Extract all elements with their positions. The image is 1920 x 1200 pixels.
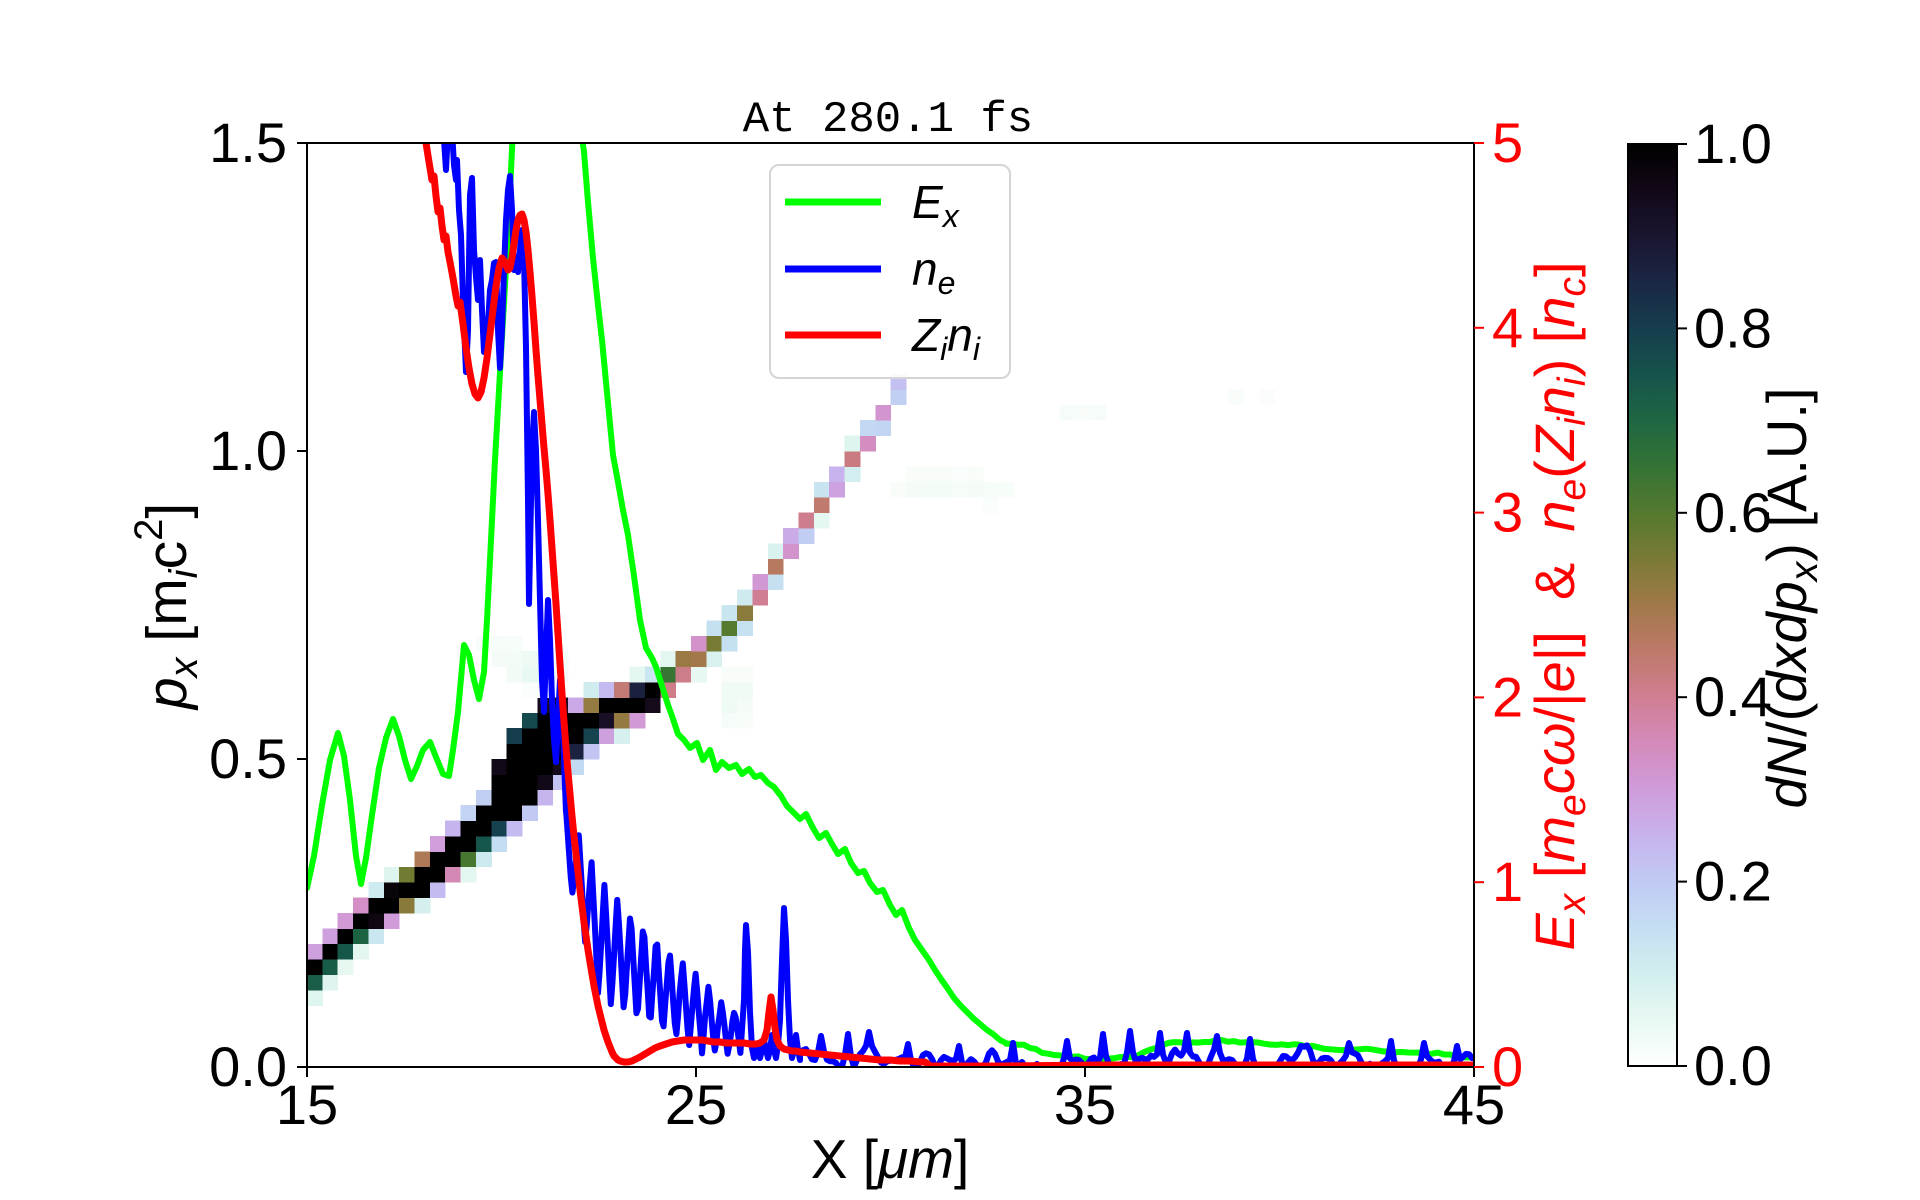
svg-text:1.5: 1.5: [209, 111, 287, 174]
svg-text:X [μm]: X [μm]: [811, 1128, 969, 1190]
svg-text:25: 25: [665, 1073, 727, 1136]
svg-text:35: 35: [1054, 1073, 1116, 1136]
svg-text:1: 1: [1492, 850, 1523, 913]
svg-text:2: 2: [1492, 665, 1523, 728]
svg-text:0: 0: [1492, 1035, 1523, 1098]
svg-text:0.0: 0.0: [1694, 1034, 1772, 1097]
svg-text:0.8: 0.8: [1694, 296, 1772, 359]
svg-text:0.2: 0.2: [1694, 850, 1772, 913]
svg-text:dN/(dxdpx) [A.U.]: dN/(dxdpx) [A.U.]: [1755, 388, 1826, 809]
svg-text:Ex [mecω/|e|] & ne(Zini) [n: Ex [mecω/|e|] & ne(Zini) [nc]: [1523, 261, 1594, 950]
svg-text:4: 4: [1492, 296, 1523, 359]
svg-text:Zini: Zini: [911, 309, 981, 367]
svg-text:0.4: 0.4: [1694, 665, 1772, 728]
svg-text:5: 5: [1492, 111, 1523, 174]
svg-text:1.0: 1.0: [1694, 112, 1772, 175]
svg-text:15: 15: [276, 1073, 338, 1136]
svg-text:At 280.1 fs: At 280.1 fs: [743, 95, 1033, 145]
svg-text:px [mic2]: px [mic2]: [127, 503, 206, 711]
svg-text:0.6: 0.6: [1694, 481, 1772, 544]
svg-text:45: 45: [1443, 1073, 1505, 1136]
svg-text:Ex: Ex: [912, 176, 960, 234]
svg-text:0.5: 0.5: [209, 727, 287, 790]
svg-text:0.0: 0.0: [209, 1035, 287, 1098]
svg-text:1.0: 1.0: [209, 419, 287, 482]
svg-text:3: 3: [1492, 481, 1523, 544]
svg-text:ne: ne: [912, 243, 955, 301]
